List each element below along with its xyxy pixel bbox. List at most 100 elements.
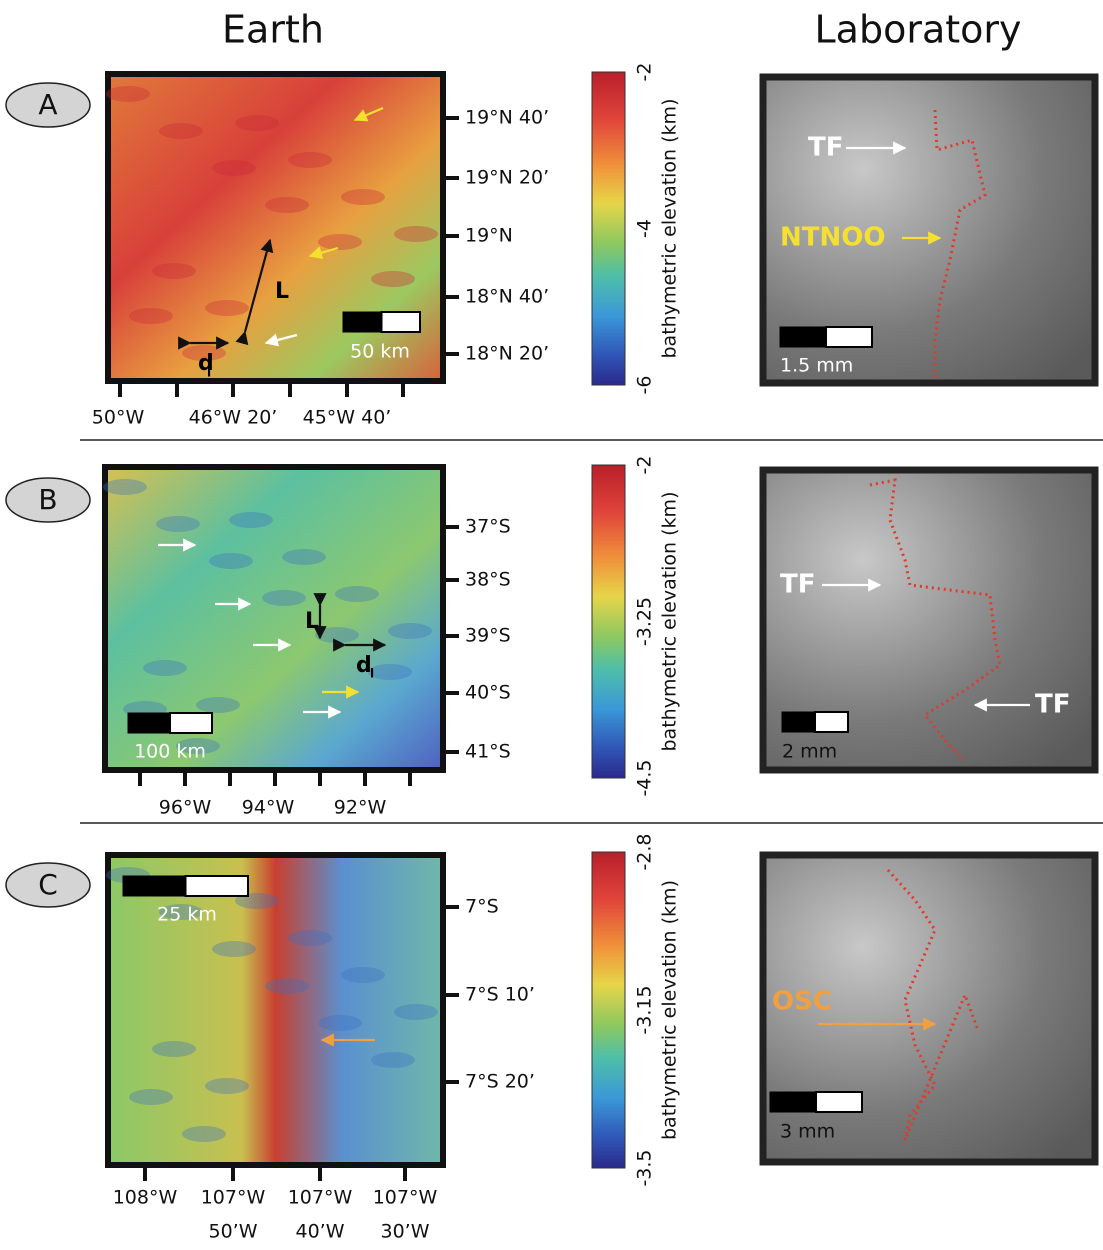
panel-label: A [38,88,57,121]
lat-label: 19°N 40’ [465,107,549,129]
rift-trace [933,109,987,378]
lat-label: 40°S [465,682,511,704]
scale-bar-black [769,1091,817,1113]
scale-bar-white [814,711,849,733]
panel-badge [5,82,91,128]
lat-label: 7°S [465,896,499,918]
map-texture [176,738,220,754]
colorbar-label: bathymetric elevation (km) [659,492,681,752]
scale-bar-label: 3 mm [780,1121,835,1143]
map-texture [371,1052,415,1068]
scale-bar-white [169,712,213,734]
map-texture [129,308,173,324]
arrow [235,238,274,346]
map-texture [288,930,332,946]
scale-bar-black [779,326,827,348]
colorbar-tick-label: -4 [634,219,656,238]
panel-label: B [38,483,57,516]
map-texture [394,226,438,242]
lab-annotation: TF [1035,690,1071,720]
map-texture [196,697,240,713]
lat-label: 18°N 20’ [465,343,549,365]
lon-label: 94°W [242,797,295,819]
scale-bar-white [380,311,421,333]
scale-bar-label: 50 km [350,341,410,363]
scale-bar-white [825,326,873,348]
map-texture [152,263,196,279]
lab-annotation: TF [808,133,844,163]
map-texture [265,978,309,994]
column-header: Earth [222,8,324,52]
map-annotation: d [356,653,372,678]
lon-label: 108°W [113,1187,178,1209]
arrow [264,333,298,347]
map-texture [143,660,187,676]
map-texture [212,941,256,957]
rift-trace [886,868,980,1141]
lat-label: 18°N 40’ [465,286,549,308]
arrow [308,246,339,260]
map-texture [282,549,326,565]
lab-annotation: OSC [772,987,832,1017]
map-texture [205,1078,249,1094]
map-texture [129,1089,173,1105]
map-texture [103,479,147,495]
scale-bar-label: 100 km [134,741,206,763]
panel-badge [5,477,91,523]
lat-label: 39°S [465,625,511,647]
map-texture [229,512,273,528]
lon-label: 96°W [159,797,212,819]
colorbar [591,464,626,779]
lon-label: 107°W [201,1187,266,1209]
lab-annotation: NTNOO [780,223,885,253]
map-texture [394,1004,438,1020]
lab-annotation: TF [780,570,816,600]
map-texture [156,516,200,532]
scale-bar-white [815,1091,863,1113]
scale-bar-white [184,875,249,897]
map-texture [212,160,256,176]
map-texture [315,627,359,643]
map-texture [368,664,412,680]
map-texture [159,904,203,920]
colorbar-tick-label: -3.5 [634,1149,656,1186]
colorbar-tick-label: -6 [634,376,656,395]
scale-bar-black [127,712,171,734]
arrow [353,106,384,122]
map-annotation: L [305,609,319,634]
colorbar-label: bathymetric elevation (km) [659,99,681,359]
colorbar [591,851,626,1169]
lat-label: 19°N [465,225,513,247]
map-texture [288,152,332,168]
map-texture [106,86,150,102]
map-annotation: L [275,279,289,304]
panel-label: C [38,868,58,901]
column-header: Laboratory [815,8,1022,52]
lat-label: 7°S 10’ [465,984,535,1006]
scale-bar-black [781,711,816,733]
colorbar-label: bathymetric elevation (km) [659,880,681,1140]
scale-bar-label: 2 mm [782,741,837,763]
scale-bar-label: 25 km [157,904,217,926]
map-texture [205,300,249,316]
map-texture [341,189,385,205]
lon-label: 45°W 40’ [303,407,392,429]
lat-label: 41°S [465,741,511,763]
map-texture [152,1041,196,1057]
lon-label: 107°W [373,1187,438,1209]
map-texture [341,967,385,983]
colorbar-tick-label: -3.25 [634,597,656,646]
map-texture [182,1126,226,1142]
colorbar-tick-label: -2 [634,456,656,475]
map-texture [235,115,279,131]
panel-badge [5,862,91,908]
colorbar-tick-label: -4.5 [634,759,656,796]
lon-label: 46°W 20’ [189,407,278,429]
lon-label: 92°W [334,797,387,819]
map-texture [209,553,253,569]
scale-bar-label: 1.5 mm [780,355,853,377]
lat-label: 7°S 20’ [465,1071,535,1093]
lon-label: 50°W [92,407,145,429]
colorbar-tick-label: -3.15 [634,985,656,1034]
